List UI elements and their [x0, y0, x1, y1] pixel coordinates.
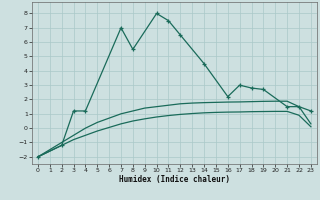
- X-axis label: Humidex (Indice chaleur): Humidex (Indice chaleur): [119, 175, 230, 184]
